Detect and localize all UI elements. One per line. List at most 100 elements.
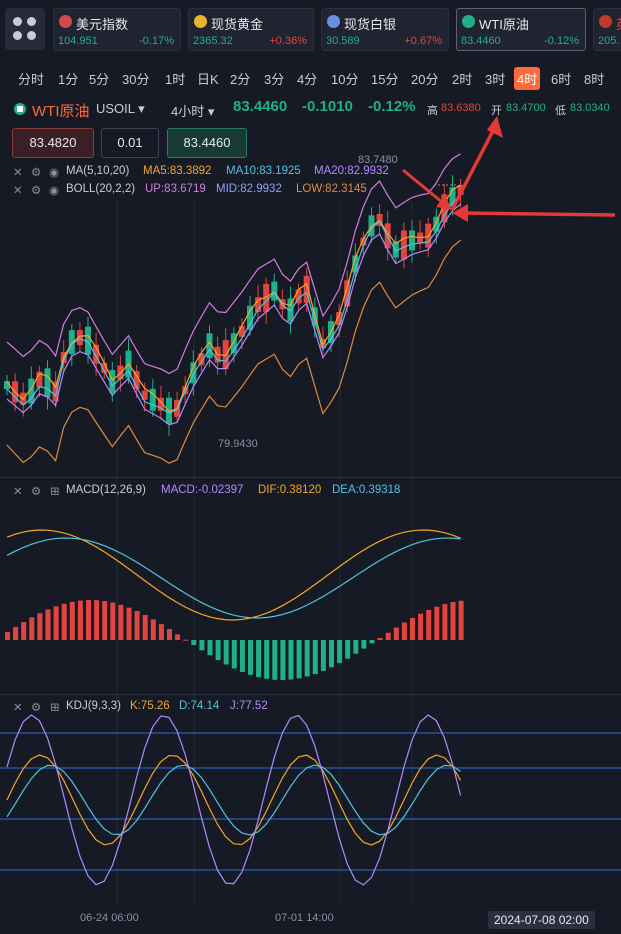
pane-divider[interactable]: [0, 477, 621, 478]
tab-fenshi[interactable]: 分时: [18, 72, 45, 87]
candle-body: [68, 330, 75, 355]
arrow-line: [459, 211, 616, 217]
k-line: [6, 754, 462, 846]
macd-bar: [442, 604, 448, 640]
gear-icon[interactable]: ⚙: [31, 185, 42, 197]
macd-bar: [223, 640, 229, 665]
ticker-pct: -0.17%: [139, 35, 174, 47]
candle-body: [190, 362, 197, 384]
macd-name: MACD(12,26,9): [66, 484, 146, 496]
symbol-code-dropdown[interactable]: USOIL ▾: [96, 101, 145, 116]
candle-body: [206, 333, 213, 359]
macd-bar: [158, 624, 164, 640]
candle-body: [295, 289, 302, 304]
candle-body: [93, 344, 100, 364]
symbol-name[interactable]: WTI原油: [32, 103, 90, 120]
ma20-line: [6, 203, 461, 426]
high-value: 83.6380: [441, 102, 481, 114]
boll-name: BOLL(20,2,2): [66, 183, 136, 195]
tab-30min[interactable]: 30分: [122, 72, 150, 87]
tab-3hour[interactable]: 3时: [485, 72, 506, 87]
eye-icon[interactable]: ◉: [49, 167, 60, 179]
close-icon[interactable]: ✕: [13, 702, 23, 714]
tab-10min[interactable]: 10分: [331, 72, 359, 87]
macd-bar: [377, 637, 383, 640]
macd-bar: [94, 600, 100, 640]
candle-body: [336, 312, 343, 326]
tab-4min[interactable]: 4分: [297, 72, 318, 87]
candle-body: [344, 280, 351, 307]
arrow-head: [487, 116, 503, 138]
ticker-card-dxy[interactable]: 美元指数 104.951 -0.17%: [53, 8, 181, 51]
macd-bar: [401, 622, 407, 640]
arrow-line: [450, 122, 499, 211]
time-label: 06-24 06:00: [80, 912, 139, 924]
tab-6hour[interactable]: 6时: [551, 72, 572, 87]
high-label: 高: [427, 105, 438, 117]
macd-bar: [118, 604, 124, 640]
macd-bar: [248, 640, 253, 675]
tab-2hour[interactable]: 2时: [452, 72, 473, 87]
macd-bar: [5, 632, 10, 640]
sell-price-button[interactable]: 83.4820: [12, 128, 94, 158]
arrow-head: [436, 195, 452, 210]
close-icon[interactable]: ✕: [13, 167, 23, 179]
uk-flag-icon: [599, 15, 612, 28]
menu-grid-icon[interactable]: [5, 8, 45, 50]
macd-bar: [13, 626, 19, 640]
gear-icon[interactable]: ⚙: [31, 486, 42, 498]
tab-1hour[interactable]: 1时: [165, 72, 186, 87]
buy-price-button[interactable]: 83.4460: [167, 128, 247, 158]
tab-1min[interactable]: 1分: [58, 72, 79, 87]
period-dropdown[interactable]: 4小时 ▾: [171, 104, 215, 119]
last-price: 83.4460: [233, 98, 288, 115]
macd-bar: [272, 640, 278, 680]
macd-bar: [345, 640, 351, 659]
tab-2min[interactable]: 2分: [230, 72, 251, 87]
d-value: D:74.14: [179, 700, 220, 712]
tab-8hour[interactable]: 8时: [584, 72, 605, 87]
macd-bar: [77, 600, 83, 640]
candle-body: [133, 371, 140, 389]
tab-day[interactable]: 日K: [197, 72, 219, 87]
ticker-card-gbp[interactable]: 英 205.: [593, 8, 621, 51]
gear-icon[interactable]: ⚙: [31, 167, 42, 179]
ticker-card-silver[interactable]: 现货白银 30.589 +0.67%: [321, 8, 449, 51]
macd-bar: [385, 632, 391, 640]
tab-15min[interactable]: 15分: [371, 72, 399, 87]
ticker-name: WTI原油: [479, 17, 529, 32]
cursor-time-tag: 2024-07-08 02:00: [488, 911, 595, 929]
tab-5min[interactable]: 5分: [89, 72, 110, 87]
macd-bar: [61, 603, 67, 640]
eye-icon[interactable]: ◉: [49, 185, 60, 197]
expand-icon[interactable]: ⊞: [50, 486, 60, 498]
ticker-card-gold[interactable]: 现货黄金 2365.32 +0.36%: [188, 8, 314, 51]
expand-icon[interactable]: ⊞: [50, 702, 60, 714]
gear-icon[interactable]: ⚙: [31, 702, 42, 714]
candle-body: [149, 388, 156, 411]
close-icon[interactable]: ✕: [13, 185, 23, 197]
macd-bar: [239, 640, 245, 672]
macd-bar: [337, 640, 343, 664]
tab-20min[interactable]: 20分: [411, 72, 439, 87]
macd-bar: [191, 640, 197, 645]
macd-bar: [353, 640, 359, 654]
quantity-input[interactable]: 0.01: [101, 128, 159, 158]
macd-bar: [86, 600, 91, 640]
macd-bar: [167, 629, 172, 640]
candle-body: [449, 187, 456, 207]
low-value: 83.0340: [570, 102, 610, 114]
tab-4hour[interactable]: 4时: [514, 67, 541, 90]
candle-body: [198, 353, 205, 366]
open-label: 开: [491, 105, 502, 117]
ticker-name: 英: [616, 14, 621, 33]
kdj-name: KDJ(9,3,3): [66, 700, 121, 712]
candle-body: [101, 362, 108, 373]
dif-value: DIF:0.38120: [258, 484, 322, 496]
pane-divider[interactable]: [0, 694, 621, 695]
candle-body: [28, 378, 35, 404]
close-icon[interactable]: ✕: [13, 486, 23, 498]
ticker-card-wti[interactable]: WTI原油 83.4460 -0.12%: [456, 8, 586, 51]
tab-3min[interactable]: 3分: [264, 72, 285, 87]
